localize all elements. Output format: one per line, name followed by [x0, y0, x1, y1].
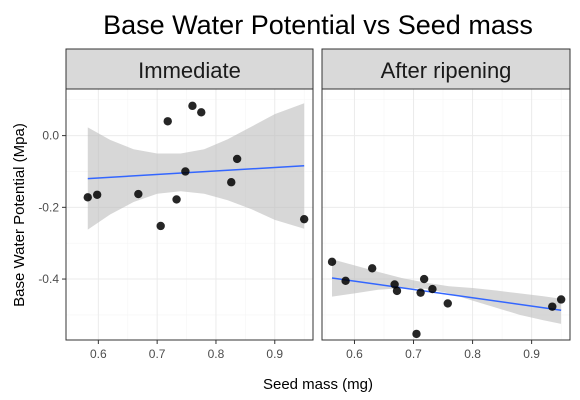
data-point	[92, 190, 102, 199]
data-point	[412, 329, 421, 339]
x-tick-label: 0.7	[405, 347, 422, 361]
data-point	[390, 280, 399, 289]
x-tick-label: 0.7	[149, 347, 166, 361]
facet-label-immediate: Immediate	[138, 58, 241, 83]
panel-border-after-ripening	[321, 88, 571, 341]
data-point	[181, 167, 190, 176]
panel-border-immediate	[65, 88, 314, 341]
y-axis: -0.4 -0.2 0.0	[38, 129, 66, 286]
facet-label-after-ripening: After ripening	[381, 58, 512, 83]
regression-line	[87, 164, 305, 180]
x-tick-label: 0.9	[266, 347, 283, 361]
x-tick-label: 0.9	[523, 347, 540, 361]
data-point	[83, 193, 92, 202]
y-tick-label: 0.0	[42, 129, 59, 143]
y-axis-title: Base Water Potential (Mpa)	[11, 123, 28, 307]
data-point	[163, 117, 172, 126]
data-point	[419, 274, 429, 284]
data-point	[367, 264, 377, 273]
fit-line-immediate	[87, 164, 305, 180]
data-point	[172, 195, 181, 204]
x-tick-label: 0.6	[346, 347, 363, 361]
data-point	[548, 302, 557, 311]
data-point	[197, 108, 206, 117]
confidence-band	[87, 103, 305, 230]
points-after-ripening	[327, 257, 566, 339]
data-point	[327, 257, 337, 267]
x-tick-label: 0.8	[208, 347, 225, 361]
x-axis-after-ripening: 0.6 0.7 0.8 0.9	[346, 340, 540, 361]
confidence-band-after-ripening	[332, 259, 562, 324]
x-axis-title: Seed mass (mg)	[263, 376, 373, 393]
y-tick-label: -0.4	[38, 272, 59, 286]
data-point	[299, 214, 309, 224]
data-point	[134, 189, 143, 199]
facet-strip-immediate	[65, 48, 314, 90]
confidence-band	[332, 259, 562, 324]
panel-after-ripening: After ripening	[321, 48, 571, 341]
y-tick-label: -0.2	[38, 200, 59, 214]
data-point	[227, 178, 236, 187]
panel-immediate: Immediate	[65, 48, 314, 341]
data-point	[428, 284, 437, 294]
points-immediate	[83, 101, 309, 231]
x-axis-immediate: 0.6 0.7 0.8 0.9	[90, 340, 283, 361]
x-tick-label: 0.6	[90, 347, 107, 361]
chart-title: Base Water Potential vs Seed mass	[103, 10, 533, 40]
data-point	[188, 101, 197, 111]
x-tick-label: 0.8	[464, 347, 481, 361]
data-point	[341, 276, 350, 286]
confidence-band-immediate	[87, 103, 305, 230]
data-point	[156, 221, 165, 231]
data-point	[416, 288, 425, 297]
fit-line-after-ripening	[331, 277, 562, 311]
regression-line	[331, 277, 562, 311]
data-point	[232, 154, 242, 164]
data-point	[443, 299, 452, 308]
data-point	[392, 286, 402, 296]
data-point	[556, 295, 566, 304]
